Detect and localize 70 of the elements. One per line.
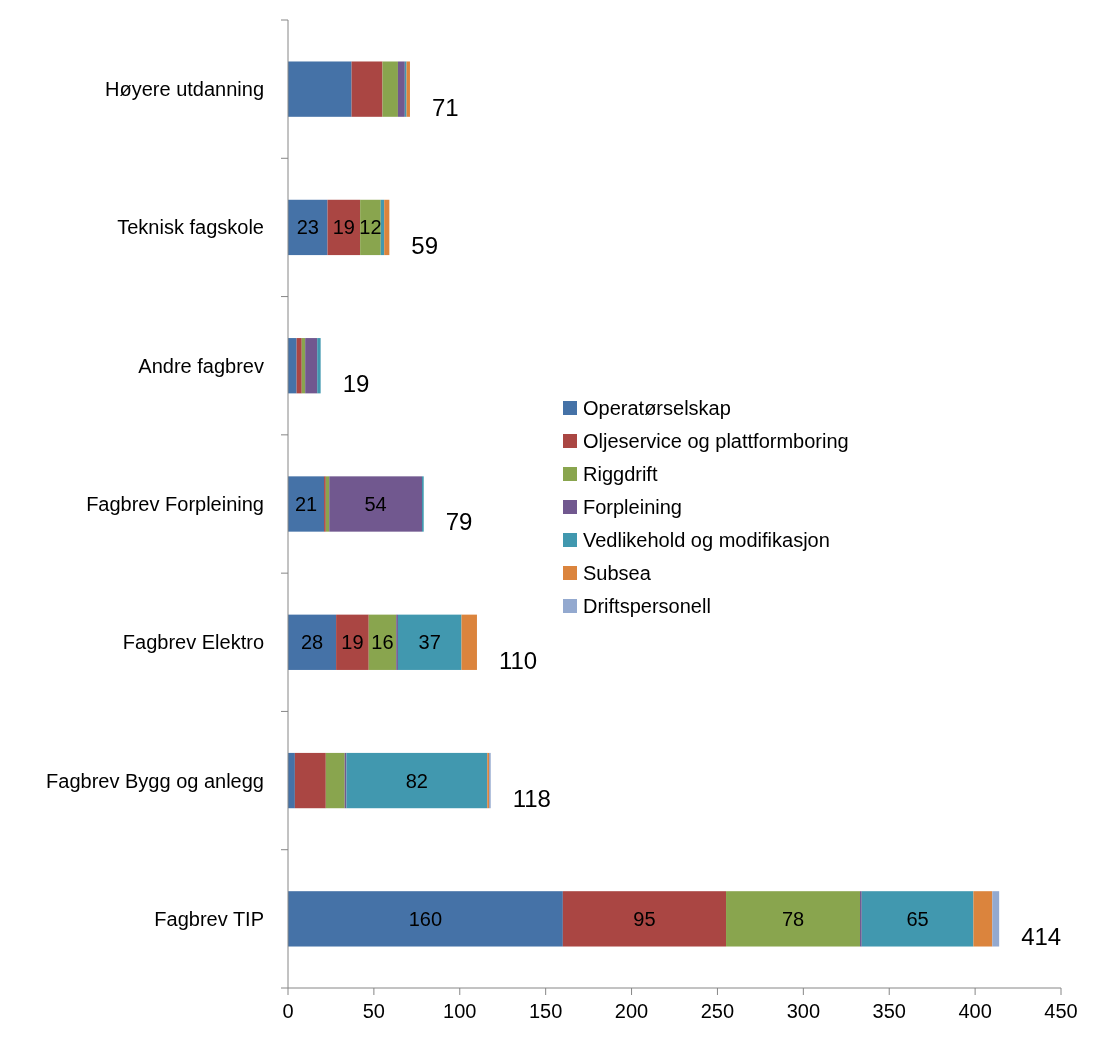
total-label: 118 bbox=[512, 784, 551, 812]
bar bbox=[726, 891, 861, 947]
legend-label: Subsea bbox=[583, 562, 652, 584]
data-label: 21 bbox=[294, 493, 318, 515]
legend-label: Oljeservice og plattformboring bbox=[583, 430, 849, 452]
data-label: 65 bbox=[906, 907, 929, 930]
data-label: 54 bbox=[364, 493, 387, 515]
x-tick-label: 100 bbox=[443, 1000, 477, 1022]
bar bbox=[305, 338, 318, 394]
legend-label: Riggdrift bbox=[583, 463, 658, 485]
bar bbox=[397, 61, 405, 117]
data-label: 82 bbox=[405, 769, 428, 792]
y-tick-label: Fagbrev Forpleining bbox=[86, 493, 264, 515]
y-tick-label: Fagbrev Bygg og anlegg bbox=[46, 769, 264, 792]
y-tick-label: Fagbrev Elektro bbox=[122, 631, 264, 654]
bar bbox=[288, 614, 337, 670]
total-label: 19 bbox=[342, 370, 370, 398]
x-tick-label: 0 bbox=[282, 1000, 294, 1022]
total-label: 79 bbox=[445, 508, 473, 536]
bar bbox=[351, 61, 383, 117]
bar bbox=[346, 752, 488, 809]
y-tick-label: Høyere utdanning bbox=[105, 78, 264, 101]
x-tick-label: 150 bbox=[528, 1000, 563, 1022]
y-tick-label: Andre fagbrev bbox=[138, 354, 264, 377]
bar bbox=[992, 891, 1000, 947]
bar bbox=[288, 199, 328, 256]
y-tick-label: Teknisk fagskole bbox=[117, 216, 264, 239]
total-label: 71 bbox=[431, 93, 459, 121]
data-label: 160 bbox=[408, 907, 443, 930]
bar bbox=[288, 338, 297, 394]
x-tick-label: 300 bbox=[786, 1000, 821, 1022]
bar bbox=[325, 752, 345, 809]
bar bbox=[861, 891, 974, 947]
data-label: 16 bbox=[371, 631, 394, 654]
legend-label: Forpleining bbox=[583, 496, 682, 518]
x-tick-label: 250 bbox=[700, 1000, 735, 1022]
bar bbox=[336, 614, 369, 670]
data-label: 19 bbox=[332, 216, 355, 239]
bar bbox=[397, 614, 462, 670]
data-label: 12 bbox=[359, 216, 382, 239]
x-tick-label: 200 bbox=[614, 1000, 649, 1022]
data-label: 78 bbox=[781, 907, 805, 930]
bar bbox=[384, 199, 390, 256]
bar bbox=[296, 338, 302, 394]
legend-label: Operatørselskap bbox=[583, 397, 731, 419]
legend-label: Driftspersonell bbox=[583, 595, 711, 617]
bar bbox=[317, 338, 321, 394]
total-label: 110 bbox=[498, 646, 538, 674]
total-label: 59 bbox=[411, 231, 439, 259]
bar bbox=[288, 891, 563, 947]
total-label: 414 bbox=[1021, 923, 1062, 951]
bar bbox=[288, 61, 352, 117]
x-tick-label: 50 bbox=[362, 1000, 386, 1022]
data-label: 95 bbox=[633, 907, 656, 930]
bar bbox=[294, 752, 326, 809]
bar bbox=[329, 476, 422, 532]
bar bbox=[382, 61, 398, 117]
bar bbox=[288, 476, 325, 532]
x-tick-label: 450 bbox=[1044, 1000, 1078, 1022]
bar bbox=[973, 891, 993, 947]
bar bbox=[461, 614, 477, 670]
data-label: 23 bbox=[296, 216, 319, 239]
data-label: 28 bbox=[300, 631, 324, 654]
x-tick-label: 400 bbox=[958, 1000, 992, 1022]
x-tick-label: 350 bbox=[872, 1000, 906, 1022]
data-label: 19 bbox=[341, 631, 364, 654]
data-label: 37 bbox=[418, 631, 441, 654]
legend-label: Vedlikehold og modifikasjon bbox=[583, 529, 830, 551]
bar bbox=[562, 891, 727, 947]
y-tick-label: Fagbrev TIP bbox=[154, 907, 264, 930]
